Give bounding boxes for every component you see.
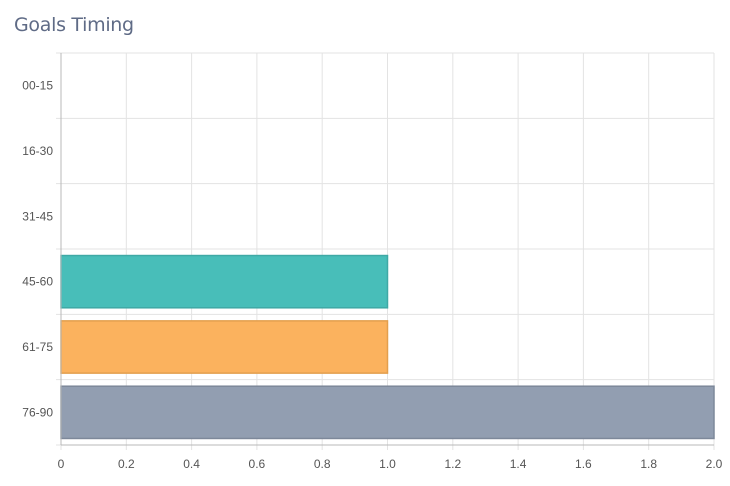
x-tick-label: 0.2 (118, 457, 135, 471)
y-tick-label: 16-30 (22, 144, 53, 158)
x-tick-label: 0.6 (249, 457, 266, 471)
y-tick-label: 76-90 (22, 405, 53, 419)
x-tick-label: 0.4 (183, 457, 200, 471)
y-tick-label: 31-45 (22, 209, 53, 223)
x-tick-label: 0.8 (314, 457, 331, 471)
x-tick-label: 0 (58, 457, 65, 471)
chart-title: Goals Timing (14, 14, 134, 36)
x-tick-label: 1.2 (444, 457, 461, 471)
axes (60, 53, 714, 446)
x-tick-label: 1.8 (640, 457, 657, 471)
bar-61-75[interactable] (60, 320, 389, 374)
x-tick-label: 1.4 (510, 457, 527, 471)
bar-76-90[interactable] (60, 385, 715, 440)
y-tick-labels: 00-15 16-30 31-45 45-60 61-75 76-90 (22, 79, 53, 420)
y-tick-label: 45-60 (22, 275, 53, 289)
y-tick-label: 00-15 (22, 79, 53, 93)
grid-lines (56, 52, 715, 450)
x-tick-label: 1.6 (575, 457, 592, 471)
x-tick-labels: 0 0.2 0.4 0.6 0.8 1.0 1.2 1.4 1.6 1.8 2.0 (58, 457, 723, 471)
x-tick-label: 2.0 (706, 457, 723, 471)
bar-45-60[interactable] (60, 254, 389, 309)
bars (60, 254, 715, 440)
y-tick-label: 61-75 (22, 340, 53, 354)
x-tick-label: 1.0 (379, 457, 396, 471)
